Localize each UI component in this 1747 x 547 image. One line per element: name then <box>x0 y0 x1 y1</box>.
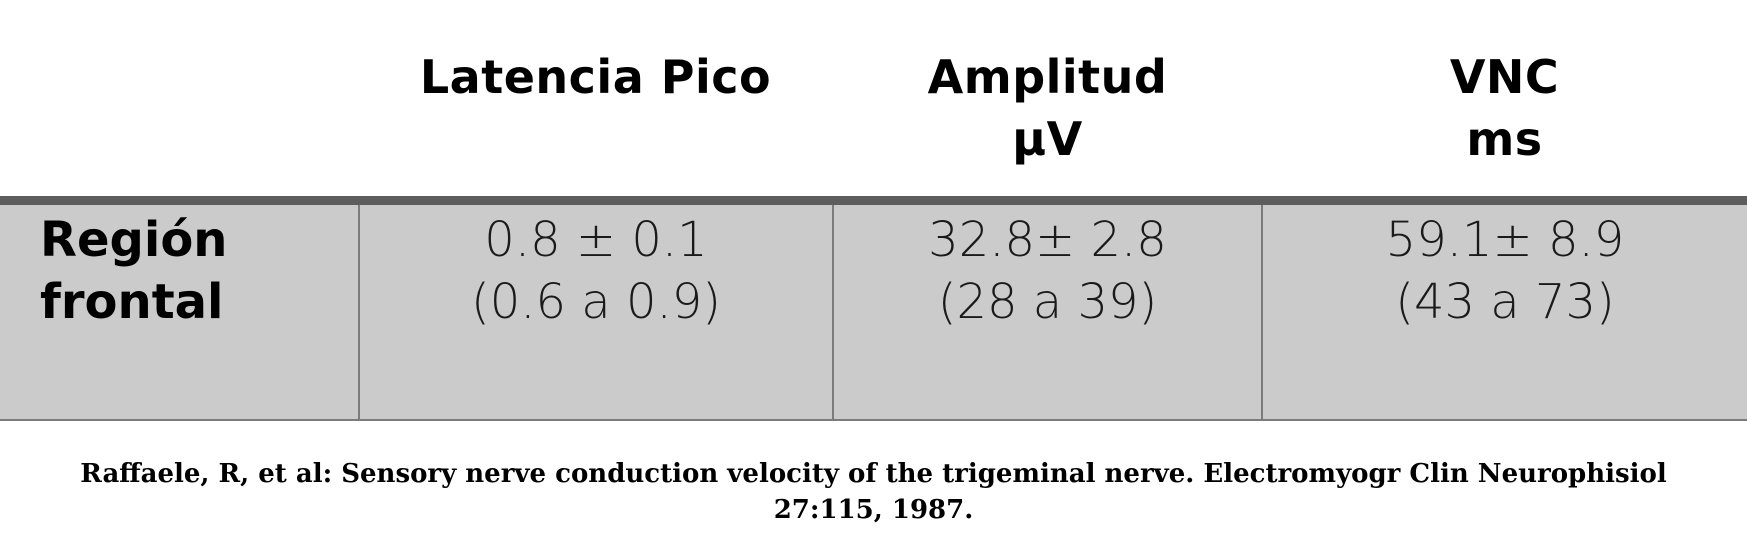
header-latencia-pico-line1: Latencia Pico <box>419 50 772 104</box>
header-amplitud: Amplitud µV <box>833 46 1262 170</box>
cell-vnc-value: 59.1± 8.9 <box>1385 212 1625 268</box>
cell-amplitud-range: (28 a 39) <box>937 274 1158 330</box>
table-row: Región frontal 0.8 ± 0.1 (0.6 a 0.9) 32.… <box>0 205 1747 421</box>
cell-amplitud-value: 32.8± 2.8 <box>928 212 1167 268</box>
header-latencia-pico: Latencia Pico <box>358 46 833 108</box>
header-vnc-line1: VNC <box>1449 50 1560 104</box>
table-header-row: Latencia Pico Amplitud µV VNC ms <box>0 0 1747 196</box>
column-divider <box>358 205 360 419</box>
cell-vnc-range: (43 a 73) <box>1395 274 1615 330</box>
cell-vnc: 59.1± 8.9 (43 a 73) <box>1263 209 1747 333</box>
row-label-region-frontal: Región frontal <box>40 209 340 333</box>
row-label-line1: Región <box>40 212 228 268</box>
cell-amplitud: 32.8± 2.8 (28 a 39) <box>834 209 1261 333</box>
cell-latencia-pico: 0.8 ± 0.1 (0.6 a 0.9) <box>360 209 832 333</box>
row-label-line2: frontal <box>40 274 224 330</box>
header-amplitud-line1: Amplitud <box>927 50 1168 104</box>
header-amplitud-unit: µV <box>1012 112 1083 166</box>
column-divider <box>1261 205 1263 419</box>
header-vnc: VNC ms <box>1262 46 1747 170</box>
citation-reference: Raffaele, R, et al: Sensory nerve conduc… <box>80 459 1667 525</box>
header-vnc-unit: ms <box>1466 112 1543 166</box>
header-divider <box>0 196 1747 205</box>
column-divider <box>832 205 834 419</box>
cell-latencia-pico-value: 0.8 ± 0.1 <box>484 212 708 268</box>
cell-latencia-pico-range: (0.6 a 0.9) <box>470 274 722 330</box>
